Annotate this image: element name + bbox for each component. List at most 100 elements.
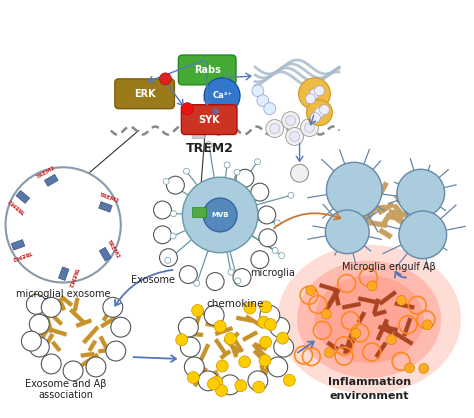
Polygon shape [224,338,241,354]
Circle shape [6,167,121,283]
Circle shape [21,331,41,351]
Ellipse shape [314,275,424,363]
Text: Exosome and Aβ
association: Exosome and Aβ association [26,379,107,400]
Polygon shape [373,205,385,211]
Polygon shape [356,204,370,219]
Circle shape [257,95,269,107]
Polygon shape [355,186,370,199]
Circle shape [235,380,247,392]
Bar [16,191,30,204]
Circle shape [266,120,283,138]
Polygon shape [379,291,397,306]
Polygon shape [45,326,67,336]
Text: microglial exosome: microglial exosome [16,289,110,299]
Circle shape [397,296,407,306]
Circle shape [170,233,176,239]
Bar [11,240,25,250]
Circle shape [106,341,126,361]
Circle shape [270,124,280,133]
Circle shape [405,363,414,373]
Polygon shape [253,349,264,360]
Circle shape [206,142,212,148]
Polygon shape [363,206,377,224]
Ellipse shape [297,261,441,378]
Circle shape [239,356,251,368]
Polygon shape [78,353,99,369]
Polygon shape [214,338,228,355]
Circle shape [319,104,329,115]
Text: Microglia engulf Aβ: Microglia engulf Aβ [342,262,436,272]
Text: Inflammation: Inflammation [328,377,410,387]
Circle shape [211,376,223,388]
Circle shape [166,176,184,194]
Circle shape [264,103,276,115]
Circle shape [253,381,265,393]
Circle shape [160,249,177,267]
Circle shape [204,306,224,325]
Polygon shape [44,306,63,326]
Circle shape [63,361,83,381]
Circle shape [194,280,200,286]
Polygon shape [358,296,376,304]
Polygon shape [345,331,359,354]
Circle shape [182,103,193,115]
Circle shape [220,375,240,395]
Circle shape [258,206,276,224]
Circle shape [233,269,251,286]
Polygon shape [227,331,240,344]
Text: SYK: SYK [199,115,220,125]
Circle shape [286,127,303,145]
Polygon shape [195,308,210,318]
Polygon shape [372,298,380,315]
Polygon shape [98,347,119,353]
Polygon shape [245,315,264,329]
Polygon shape [102,301,116,321]
Polygon shape [73,298,80,311]
Circle shape [86,357,106,377]
Circle shape [260,306,280,325]
Polygon shape [242,331,258,342]
Polygon shape [88,340,97,352]
Circle shape [255,159,261,165]
Polygon shape [360,206,376,222]
Polygon shape [199,344,210,362]
Circle shape [260,336,272,348]
Circle shape [277,332,289,344]
Polygon shape [327,341,339,351]
Polygon shape [193,311,202,328]
Circle shape [204,78,240,114]
Bar [99,201,112,212]
Text: MVB: MVB [211,212,229,218]
Polygon shape [343,333,354,354]
Circle shape [191,305,203,316]
Polygon shape [32,293,47,311]
Circle shape [236,169,254,187]
Polygon shape [319,283,340,293]
Circle shape [208,378,219,390]
Circle shape [248,371,268,391]
Circle shape [260,301,272,313]
Polygon shape [42,333,54,350]
Circle shape [187,372,199,383]
Circle shape [419,364,428,373]
Polygon shape [205,322,221,329]
Polygon shape [39,302,61,312]
Circle shape [306,94,316,104]
Circle shape [183,168,190,174]
Circle shape [163,178,169,184]
Circle shape [283,374,295,386]
Text: microglia: microglia [250,268,295,278]
Circle shape [27,294,46,314]
Polygon shape [404,193,413,207]
Circle shape [324,348,334,358]
Circle shape [216,385,228,396]
Circle shape [301,119,319,137]
Polygon shape [263,364,270,377]
Polygon shape [401,227,415,236]
Circle shape [279,252,285,258]
Polygon shape [357,311,366,324]
Circle shape [154,201,172,219]
Polygon shape [382,213,392,225]
Polygon shape [213,313,221,324]
Text: TREM2: TREM2 [67,267,79,288]
